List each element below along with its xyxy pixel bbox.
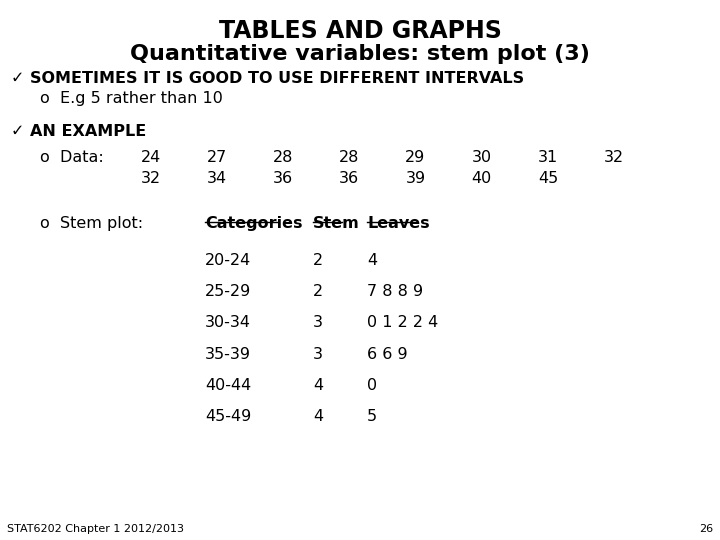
Text: 45: 45 [538,171,558,186]
Text: 45-49: 45-49 [205,409,251,424]
Text: ✓ AN EXAMPLE: ✓ AN EXAMPLE [11,124,146,139]
Text: 2: 2 [313,284,323,299]
Text: 25-29: 25-29 [205,284,251,299]
Text: Categories: Categories [205,216,302,231]
Text: 32: 32 [604,150,624,165]
Text: o  E.g 5 rather than 10: o E.g 5 rather than 10 [40,91,222,106]
Text: 0 1 2 2 4: 0 1 2 2 4 [367,315,438,330]
Text: 3: 3 [313,315,323,330]
Text: 20-24: 20-24 [205,253,251,268]
Text: 26: 26 [698,523,713,534]
Text: 40-44: 40-44 [205,378,251,393]
Text: o  Stem plot:: o Stem plot: [40,216,143,231]
Text: STAT6202 Chapter 1 2012/2013: STAT6202 Chapter 1 2012/2013 [7,523,184,534]
Text: 5: 5 [367,409,377,424]
Text: ✓ SOMETIMES IT IS GOOD TO USE DIFFERENT INTERVALS: ✓ SOMETIMES IT IS GOOD TO USE DIFFERENT … [11,71,524,86]
Text: 2: 2 [313,253,323,268]
Text: 3: 3 [313,347,323,362]
Text: 31: 31 [538,150,558,165]
Text: 7 8 8 9: 7 8 8 9 [367,284,423,299]
Text: TABLES AND GRAPHS: TABLES AND GRAPHS [219,19,501,43]
Text: 29: 29 [405,150,426,165]
Text: 27: 27 [207,150,227,165]
Text: 4: 4 [367,253,377,268]
Text: 40: 40 [472,171,492,186]
Text: 0: 0 [367,378,377,393]
Text: 28: 28 [339,150,359,165]
Text: 39: 39 [405,171,426,186]
Text: o  Data:: o Data: [40,150,104,165]
Text: 4: 4 [313,409,323,424]
Text: 32: 32 [140,171,161,186]
Text: 30: 30 [472,150,492,165]
Text: 34: 34 [207,171,227,186]
Text: 24: 24 [140,150,161,165]
Text: 36: 36 [273,171,293,186]
Text: 36: 36 [339,171,359,186]
Text: Quantitative variables: stem plot (3): Quantitative variables: stem plot (3) [130,44,590,64]
Text: Stem: Stem [313,216,360,231]
Text: 28: 28 [273,150,293,165]
Text: 6 6 9: 6 6 9 [367,347,408,362]
Text: 35-39: 35-39 [205,347,251,362]
Text: 4: 4 [313,378,323,393]
Text: Leaves: Leaves [367,216,430,231]
Text: 30-34: 30-34 [205,315,251,330]
